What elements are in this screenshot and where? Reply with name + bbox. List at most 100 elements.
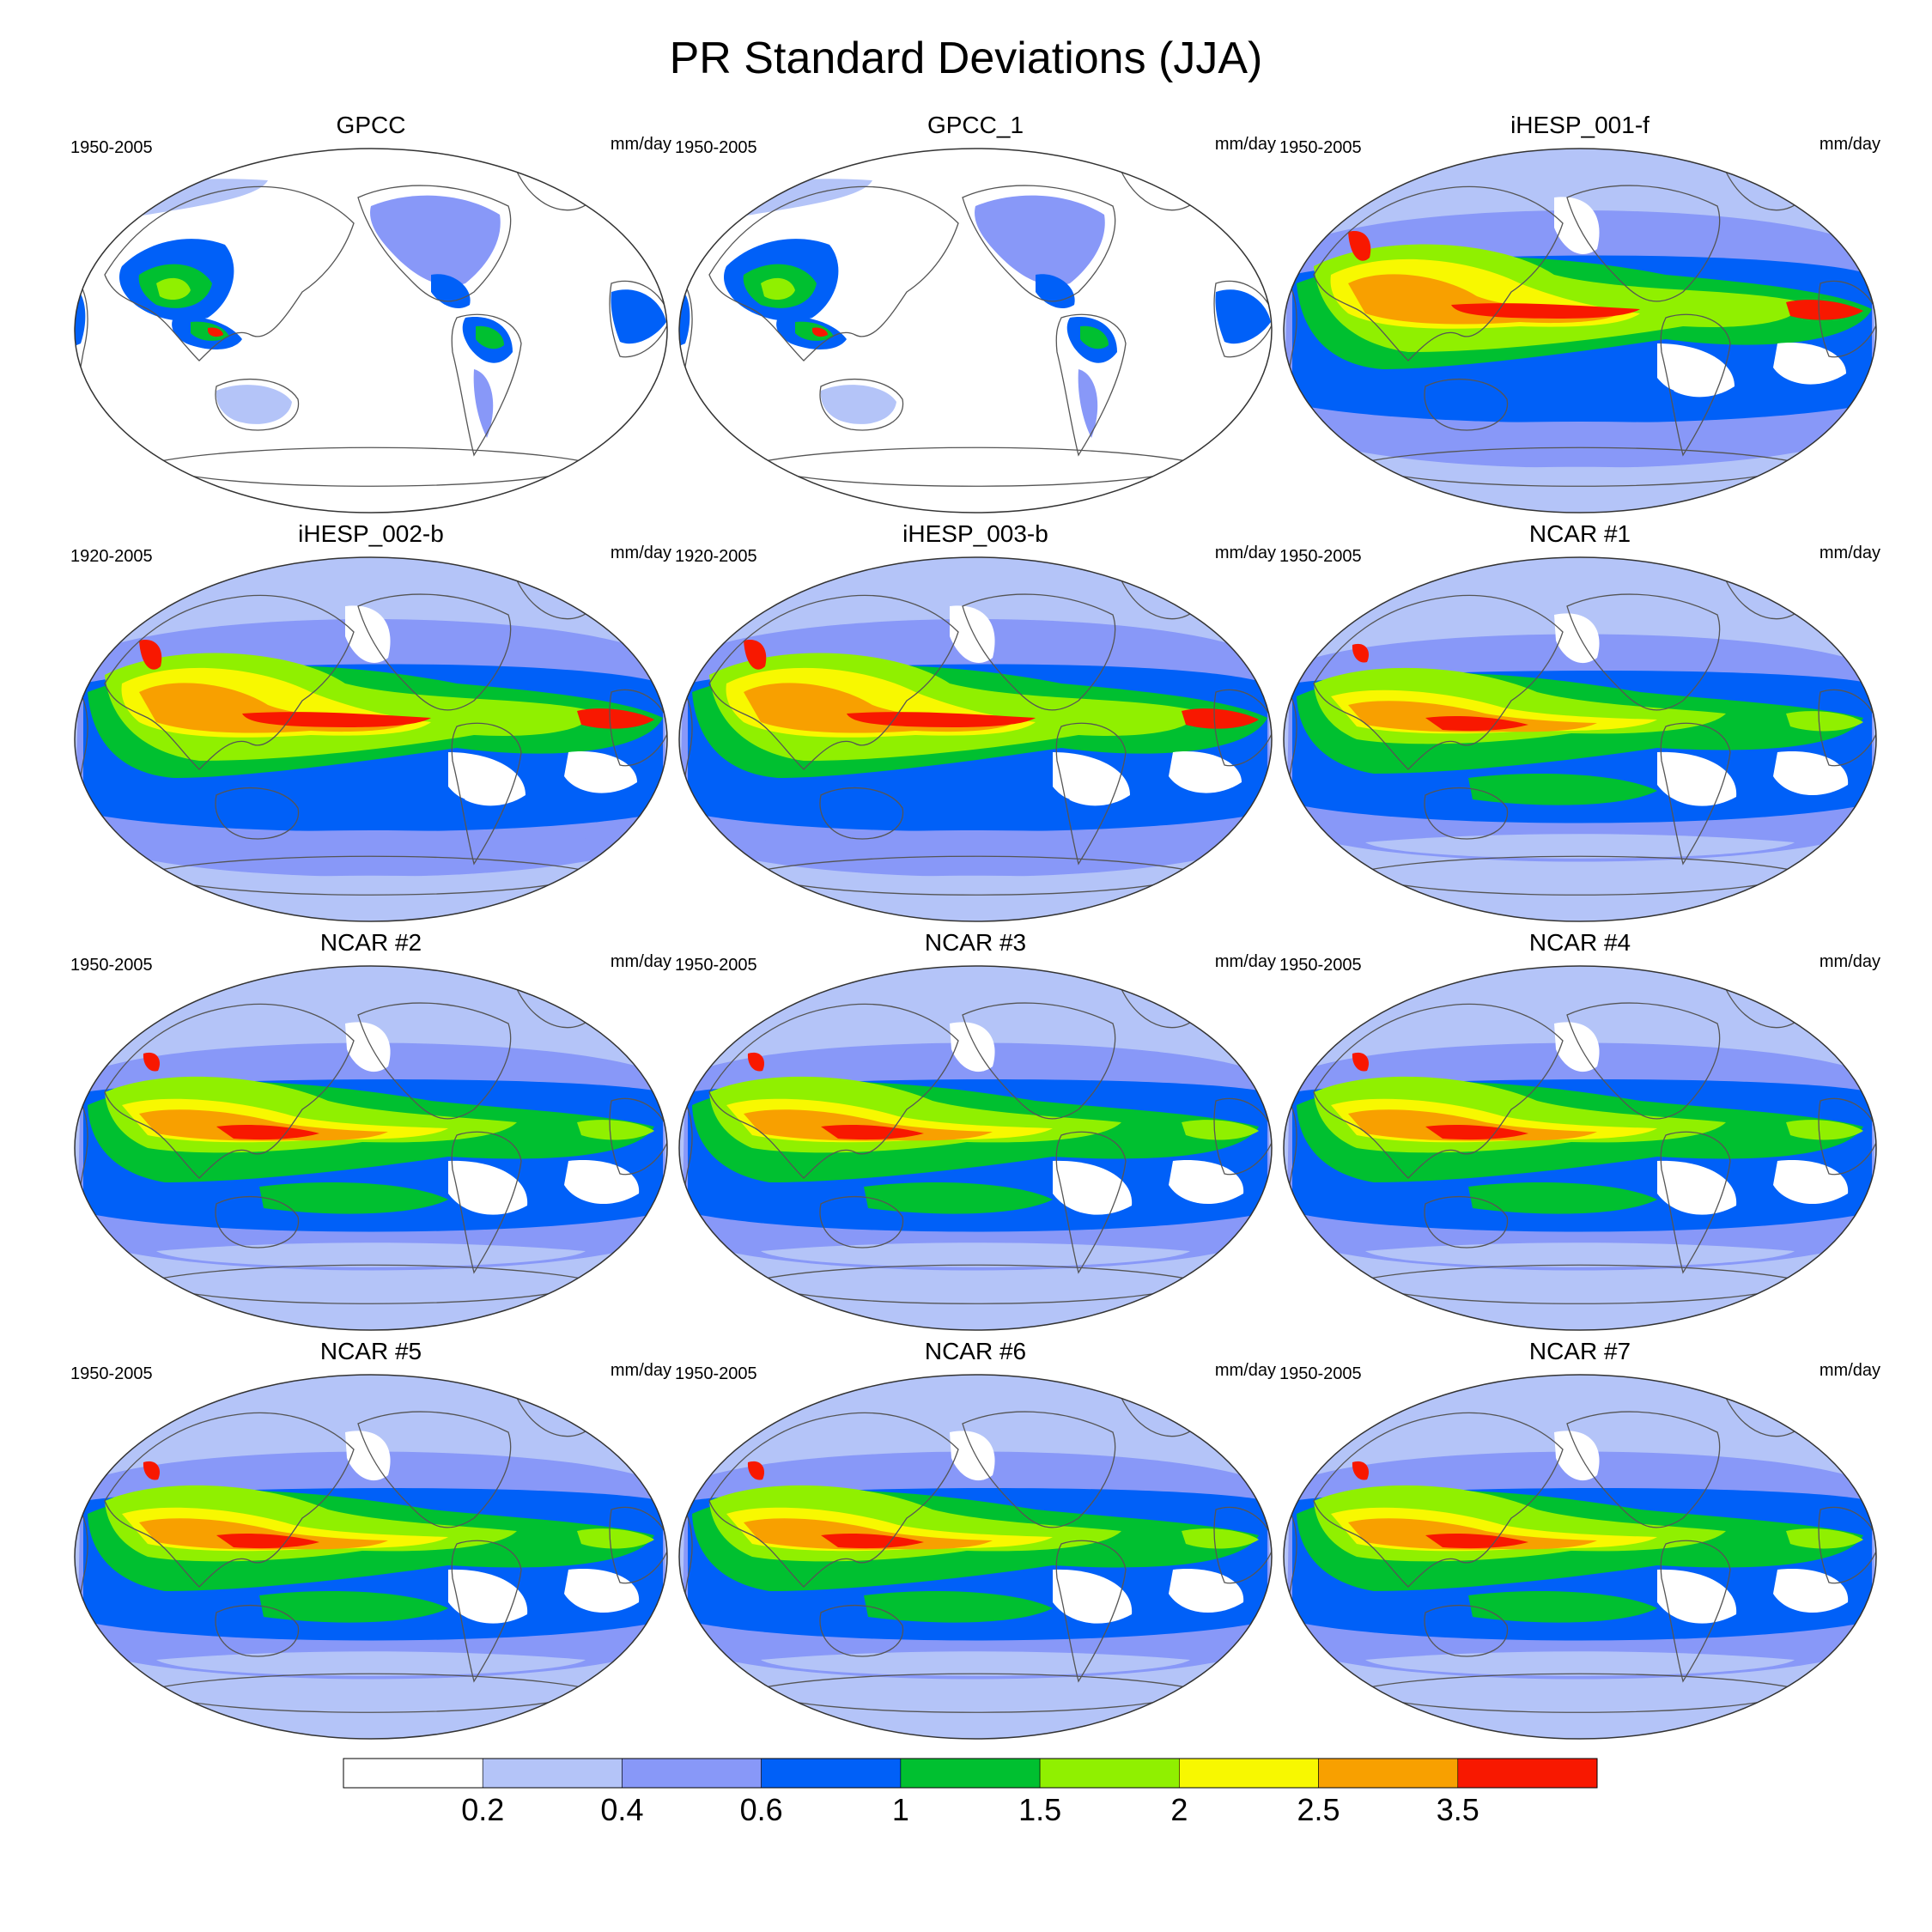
- coastline-africa2: [609, 689, 667, 767]
- coastline-asia: [708, 594, 959, 770]
- panel-title: iHESP_003-b: [902, 520, 1048, 547]
- panel-title: NCAR #2: [319, 929, 422, 956]
- coastline-asia: [708, 185, 959, 361]
- field-contour: [1554, 197, 1600, 254]
- coastline-australia: [1424, 1195, 1509, 1249]
- coastline-africa2: [1818, 1097, 1876, 1176]
- coastline-namerica: [1566, 593, 1721, 711]
- field-contour: [1468, 1591, 1657, 1623]
- field-contour: [812, 327, 828, 337]
- coastline-namerica: [962, 1411, 1116, 1528]
- panel-period: 1950-2005: [1279, 138, 1362, 157]
- field-contour: [75, 283, 86, 348]
- colorbar-frame: [343, 1758, 1598, 1789]
- field-contour: [744, 1518, 993, 1550]
- map-border: [1283, 148, 1877, 513]
- globe-map: [678, 1374, 1273, 1740]
- map-border: [74, 556, 668, 922]
- colorbar-tick-label: 2.5: [1297, 1792, 1340, 1827]
- field-contour: [1215, 289, 1271, 344]
- map-panel: GPCC 1950-2005 mm/day: [70, 112, 671, 515]
- panel-title: NCAR #4: [1528, 929, 1631, 956]
- panel-units: mm/day: [1214, 952, 1276, 971]
- colorbar-swatch: [482, 1758, 623, 1789]
- field-contour: [1657, 1569, 1737, 1624]
- coastline-australia: [215, 1195, 300, 1249]
- field-contour: [208, 327, 223, 337]
- coastline-africa2: [1213, 1097, 1272, 1176]
- panel-title: NCAR #7: [1528, 1338, 1631, 1364]
- panel-period: 1950-2005: [1279, 1364, 1362, 1383]
- field-contour: [216, 385, 292, 424]
- colorbar-swatch: [761, 1758, 902, 1789]
- field-contour: [747, 1052, 765, 1072]
- field-contour: [473, 369, 494, 438]
- map-panel: NCAR #5 1950-2005 mm/day: [70, 1338, 671, 1741]
- globe-map: [74, 556, 668, 922]
- field-contour: [1365, 1651, 1795, 1676]
- field-contour: [1169, 1569, 1244, 1613]
- panel-period: 1950-2005: [675, 1364, 757, 1383]
- field-contour: [156, 277, 191, 301]
- coastline-asia: [104, 185, 355, 361]
- panel-period: 1950-2005: [675, 956, 757, 975]
- field-contour: [864, 1182, 1053, 1214]
- field-contour: [778, 875, 1173, 902]
- field-contour: [577, 708, 654, 729]
- colorbar-tick-label: 1.5: [1018, 1792, 1062, 1827]
- field-contour: [761, 1242, 1190, 1267]
- coastline-africa2: [609, 1097, 667, 1176]
- panel-period: 1920-2005: [675, 547, 757, 566]
- field-contour: [611, 289, 666, 344]
- panel-units: mm/day: [1214, 544, 1276, 562]
- field-contour: [820, 385, 896, 424]
- coastline-australia: [215, 378, 300, 431]
- map-border: [678, 556, 1273, 922]
- coastline-asia: [1313, 185, 1564, 361]
- colorbar-swatch: [1318, 1758, 1459, 1789]
- field-contour: [1773, 1160, 1849, 1205]
- field-layer: [1284, 1375, 1876, 1739]
- panel-title: NCAR #5: [319, 1338, 422, 1364]
- map-border: [1283, 1374, 1877, 1740]
- field-contour: [1451, 374, 1674, 405]
- map-border: [678, 965, 1273, 1331]
- field-contour: [1657, 343, 1735, 398]
- field-contour: [259, 1182, 448, 1214]
- panel-units: mm/day: [610, 1361, 671, 1380]
- field-contour: [1348, 701, 1597, 732]
- panel-units: mm/day: [1819, 544, 1880, 562]
- field-layer: [679, 966, 1272, 1330]
- field-contour: [1053, 1160, 1133, 1215]
- panel-period: 1950-2005: [1279, 547, 1362, 566]
- field-contour: [744, 640, 767, 670]
- field-contour: [1053, 752, 1130, 806]
- field-layer: [75, 557, 667, 921]
- field-contour: [448, 1160, 528, 1215]
- field-contour: [847, 782, 1070, 814]
- coastline-layer: [75, 987, 667, 1304]
- coastline-asia: [104, 594, 355, 770]
- field-contour: [1080, 325, 1109, 349]
- colorbar-tick-label: 1: [891, 1792, 909, 1827]
- coastline-africa2: [1818, 689, 1876, 767]
- coastline-africa2: [1818, 1506, 1876, 1584]
- globe-map: [1283, 148, 1877, 513]
- field-contour: [821, 1124, 924, 1140]
- coastline-africa2: [609, 280, 667, 358]
- colorbar-swatch: [1039, 1758, 1180, 1789]
- coastline-africa2: [1213, 1506, 1272, 1584]
- colorbar-tick-label: 0.6: [739, 1792, 783, 1827]
- field-contour: [1468, 774, 1657, 805]
- field-contour: [1182, 1120, 1259, 1140]
- map-border: [1283, 556, 1877, 922]
- globe-map: [74, 1374, 668, 1740]
- colorbar-tick-label: 0.2: [461, 1792, 505, 1827]
- map-border: [678, 148, 1273, 513]
- colorbar-tick-label: 2: [1170, 1792, 1188, 1827]
- field-layer: [679, 557, 1272, 921]
- coastline-namerica: [962, 185, 1116, 302]
- field-layer: [679, 1375, 1272, 1739]
- panel-period: 1950-2005: [70, 138, 153, 157]
- field-contour: [1352, 1052, 1370, 1072]
